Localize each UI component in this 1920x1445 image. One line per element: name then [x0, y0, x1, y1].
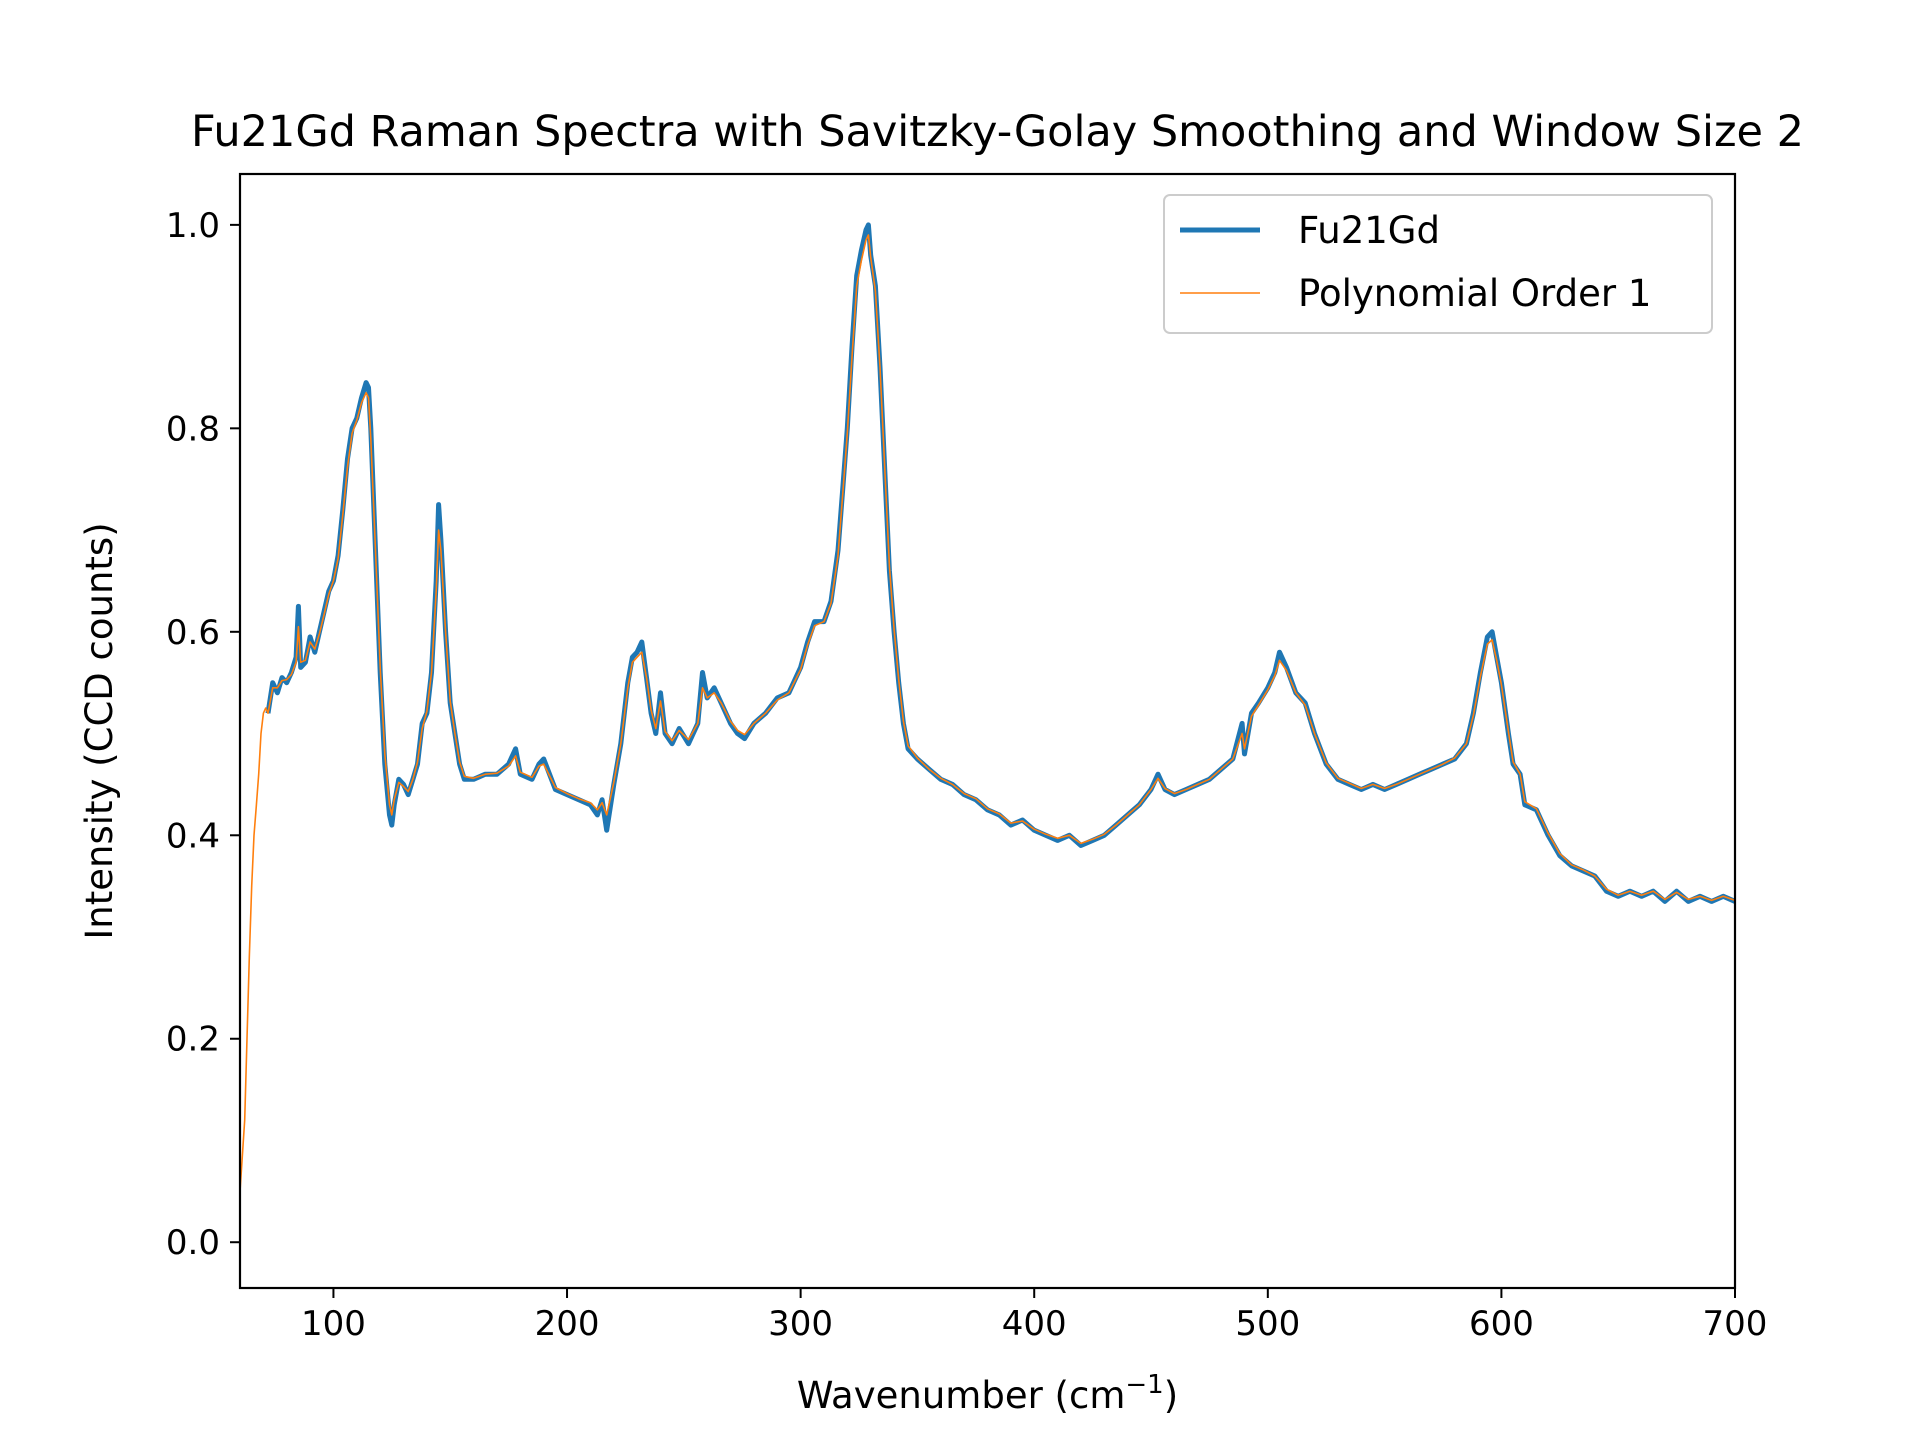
y-tick-label: 0.4 — [166, 816, 220, 856]
legend-label-polynomial-order-1: Polynomial Order 1 — [1298, 272, 1651, 315]
x-axis-label-close: ) — [1164, 1374, 1178, 1417]
y-tick-label: 0.0 — [166, 1223, 220, 1263]
x-tick-label: 100 — [301, 1304, 366, 1344]
y-tick-label: 0.8 — [166, 409, 220, 449]
legend: Fu21Gd Polynomial Order 1 — [1163, 194, 1713, 334]
x-tick-label: 500 — [1235, 1304, 1300, 1344]
x-axis-label: Wavenumber (cm−1) — [797, 1370, 1178, 1417]
x-tick-label: 400 — [1002, 1304, 1067, 1344]
plot-area — [240, 222, 1735, 1192]
y-tick-label: 1.0 — [166, 206, 220, 246]
y-tick-label: 0.6 — [166, 613, 220, 653]
x-tick-label: 700 — [1703, 1304, 1768, 1344]
x-tick-label: 600 — [1469, 1304, 1534, 1344]
legend-label-fu21gd: Fu21Gd — [1298, 209, 1440, 252]
legend-box — [1163, 194, 1713, 334]
x-axis-label-text: Wavenumber (cm — [797, 1374, 1126, 1417]
x-tick-label: 200 — [535, 1304, 600, 1344]
axes-frame — [238, 172, 1737, 1290]
y-tick-label: 0.2 — [166, 1020, 220, 1060]
chart-title: Fu21Gd Raman Spectra with Savitzky-Golay… — [191, 107, 1804, 157]
series-line-polynomial-order-1 — [240, 234, 1735, 1192]
y-axis-label: Intensity (CCD counts) — [78, 522, 121, 939]
x-tick-label: 300 — [768, 1304, 833, 1344]
x-axis-label-superscript: −1 — [1125, 1370, 1163, 1400]
axis-ticks: 100 200 300 400 500 600 700 0.0 0.2 0.4 0.6 0.8 1.0 — [166, 206, 1768, 1344]
